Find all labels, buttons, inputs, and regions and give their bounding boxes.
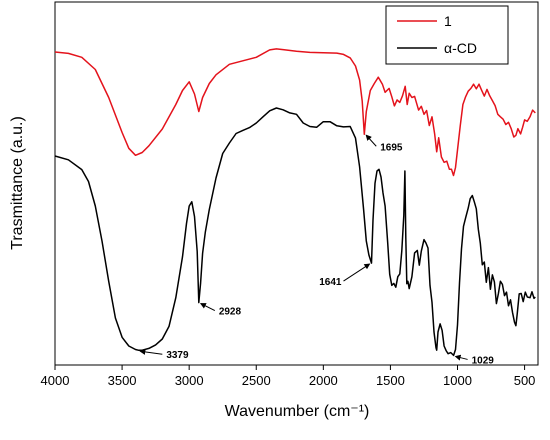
legend-box (385, 5, 509, 65)
legend: 1 α-CD (385, 5, 509, 65)
annotation-arrow (365, 134, 377, 147)
x-axis-ticks: 4000 3500 3000 2500 2000 1500 1000 500 (41, 365, 536, 388)
x-tick-label: 4000 (41, 373, 70, 388)
annotation-arrow (343, 263, 371, 282)
legend-label-series-2: α-CD (444, 40, 477, 56)
series-line-1 (54, 48, 536, 177)
series-line-2 (54, 107, 536, 357)
y-axis-label: Trasmittance (a.u.) (9, 116, 26, 250)
annotation-label: 1029 (472, 355, 495, 366)
x-tick-label: 1500 (376, 373, 405, 388)
annotation-arrow (454, 354, 468, 361)
annotation-arrow (199, 303, 216, 312)
x-tick-label: 2000 (309, 373, 338, 388)
x-tick-label: 3000 (175, 373, 204, 388)
plot-frame (54, 1, 539, 366)
annotation-arrow (139, 348, 163, 355)
x-tick-label: 3500 (108, 373, 137, 388)
annotation-layer: 1695 1641 2928 3379 1029 (139, 134, 495, 366)
series-layer (54, 48, 536, 357)
x-axis-label: Wavenumber (cm⁻¹) (225, 403, 370, 420)
x-tick-label: 1000 (443, 373, 472, 388)
legend-label-series-1: 1 (444, 13, 452, 29)
x-tick-label: 500 (514, 373, 536, 388)
annotation-label: 1641 (319, 277, 342, 288)
annotation-label: 1695 (380, 142, 403, 153)
x-tick-label: 2500 (242, 373, 271, 388)
annotation-label: 2928 (219, 307, 242, 318)
annotation-label: 3379 (166, 350, 189, 361)
